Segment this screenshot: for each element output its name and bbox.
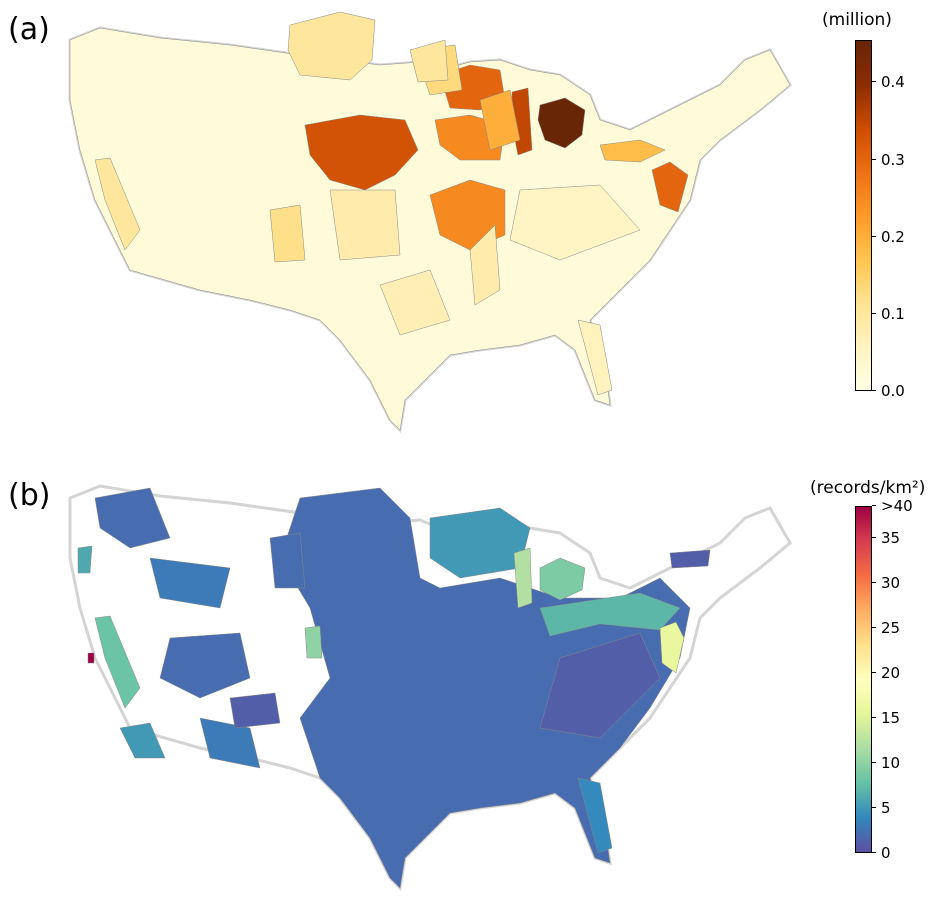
tick-label: 15 <box>881 708 901 727</box>
colorbar-tick: 0.1 <box>872 306 905 322</box>
colorbar-tick: 10 <box>872 755 900 771</box>
region <box>149 557 231 609</box>
tick-label: 20 <box>881 663 901 682</box>
colorbar-tick: 0.4 <box>872 74 905 90</box>
colorbar-tick: 30 <box>872 575 900 591</box>
colorbar-tick: 35 <box>872 530 900 546</box>
region <box>229 692 281 729</box>
tick-label: 0.3 <box>881 150 905 169</box>
region <box>379 269 451 336</box>
region <box>94 615 141 709</box>
map-panel-a <box>68 11 792 434</box>
colorbar-tick: 25 <box>872 620 900 636</box>
region <box>429 179 506 251</box>
colorbar-tick: 5 <box>872 800 891 816</box>
map-panel-b <box>68 484 792 892</box>
region <box>409 39 449 83</box>
colorbar-a-title: (million) <box>822 10 892 30</box>
region <box>119 722 166 759</box>
tick-label: >40 <box>881 497 913 515</box>
region <box>539 632 661 739</box>
region <box>94 157 141 251</box>
region <box>599 139 666 163</box>
tick-label: 5 <box>881 798 891 817</box>
colorbar-tick: 0.3 <box>872 152 905 168</box>
colorbar-tick: 0.0 <box>872 383 905 399</box>
colorbar-tick: 0 <box>872 845 891 861</box>
region <box>669 549 711 569</box>
region <box>651 161 689 213</box>
colorbar-tick: 20 <box>872 665 900 681</box>
region <box>69 27 791 431</box>
panel-b-label: (b) <box>8 478 51 513</box>
colorbar-tick: 15 <box>872 710 900 726</box>
region <box>304 114 419 191</box>
tick-label: 0.1 <box>881 304 905 323</box>
region <box>539 557 586 601</box>
region <box>469 224 501 306</box>
region <box>659 621 685 674</box>
region <box>509 184 641 261</box>
region <box>304 625 323 659</box>
region <box>537 97 586 149</box>
panel-a-label: (a) <box>8 12 50 47</box>
region <box>479 89 521 151</box>
region <box>87 652 95 664</box>
tick-label: 0.2 <box>881 227 905 246</box>
region <box>269 532 306 589</box>
region <box>269 204 306 263</box>
tick-label: 25 <box>881 618 901 637</box>
colorbar-tick: 0.2 <box>872 229 905 245</box>
region <box>577 777 613 854</box>
region <box>77 545 93 574</box>
tick-label: 0.0 <box>881 382 905 400</box>
region <box>199 717 261 769</box>
region <box>94 487 171 549</box>
tick-label: 0 <box>881 844 891 862</box>
colorbar-a <box>855 40 872 391</box>
tick-label: 10 <box>881 753 901 772</box>
region <box>159 632 251 699</box>
colorbar-b-title: (records/km²) <box>810 478 926 498</box>
region <box>513 547 533 609</box>
region <box>329 189 401 261</box>
region <box>577 319 613 396</box>
region <box>287 11 376 81</box>
tick-label: 0.4 <box>881 73 905 92</box>
tick-label: 30 <box>881 573 901 592</box>
tick-label: 35 <box>881 528 901 547</box>
colorbar-tick: >40 <box>872 498 913 514</box>
colorbar-b <box>855 506 872 853</box>
